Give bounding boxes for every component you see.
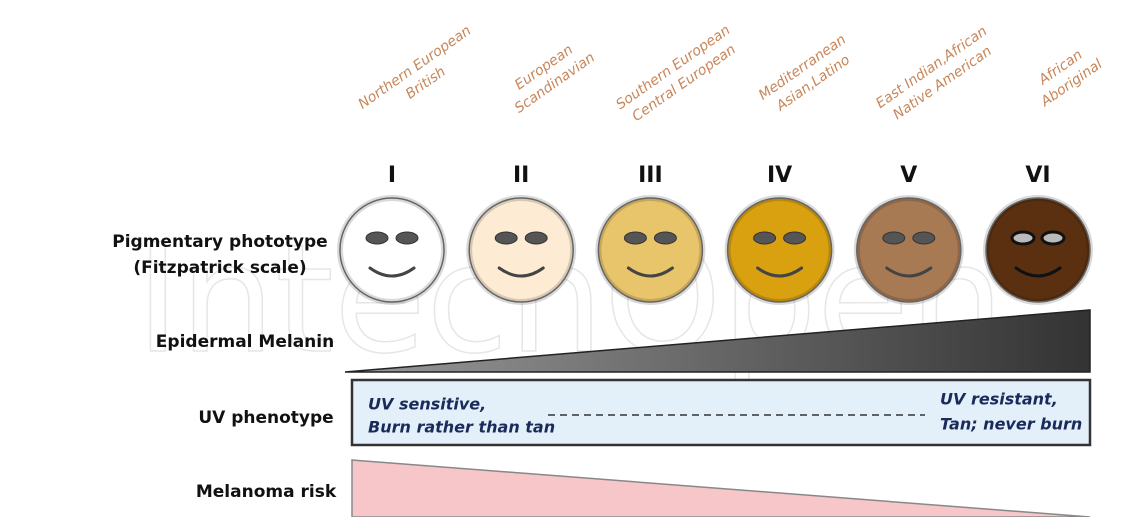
eye: [753, 231, 777, 245]
eye: [365, 231, 389, 245]
eye: [395, 231, 419, 245]
row-label: Pigmentary phototype: [112, 232, 327, 252]
melanoma-wedge: [351, 459, 1091, 517]
numeral: V: [900, 163, 917, 188]
numeral: I: [388, 163, 396, 188]
eye: [1010, 230, 1036, 246]
eye: [653, 231, 677, 245]
face-shade: [337, 195, 447, 305]
row-label: UV phenotype: [198, 408, 333, 428]
smile: [497, 266, 545, 278]
face-shade: [983, 195, 1093, 305]
smile: [368, 266, 416, 278]
face: [597, 197, 704, 303]
numeral: II: [513, 163, 529, 188]
face: [339, 197, 445, 303]
numeral: VI: [1025, 163, 1050, 188]
uv-right: UV resistant,: [940, 390, 1058, 409]
face-shade: [724, 195, 835, 305]
smile: [885, 266, 933, 278]
row-label: Melanoma risk: [196, 482, 337, 502]
smile: [1014, 266, 1062, 278]
eye: [912, 231, 936, 245]
face-shade: [595, 195, 706, 305]
numeral: III: [638, 163, 663, 188]
row-label: (Fitzpatrick scale): [133, 258, 306, 278]
row-label: Epidermal Melanin: [156, 332, 334, 352]
eye: [524, 231, 548, 245]
face-shade: [853, 195, 964, 305]
uv-left: UV sensitive,: [368, 395, 486, 414]
face: [985, 197, 1091, 303]
face-shade: [466, 195, 577, 305]
uv-right: Tan; never burn: [940, 415, 1082, 434]
numeral: IV: [767, 163, 792, 188]
eye: [882, 231, 906, 245]
face: [856, 197, 962, 303]
face: [468, 197, 574, 303]
eye: [783, 231, 807, 245]
uv-left: Burn rather than tan: [368, 418, 555, 437]
uv-box: [350, 378, 1092, 447]
eye: [494, 231, 518, 245]
melanin-wedge: [344, 309, 1091, 373]
smile: [626, 266, 674, 278]
smile: [756, 266, 804, 278]
eye: [1040, 230, 1066, 246]
face: [726, 197, 833, 303]
eye: [623, 231, 647, 245]
